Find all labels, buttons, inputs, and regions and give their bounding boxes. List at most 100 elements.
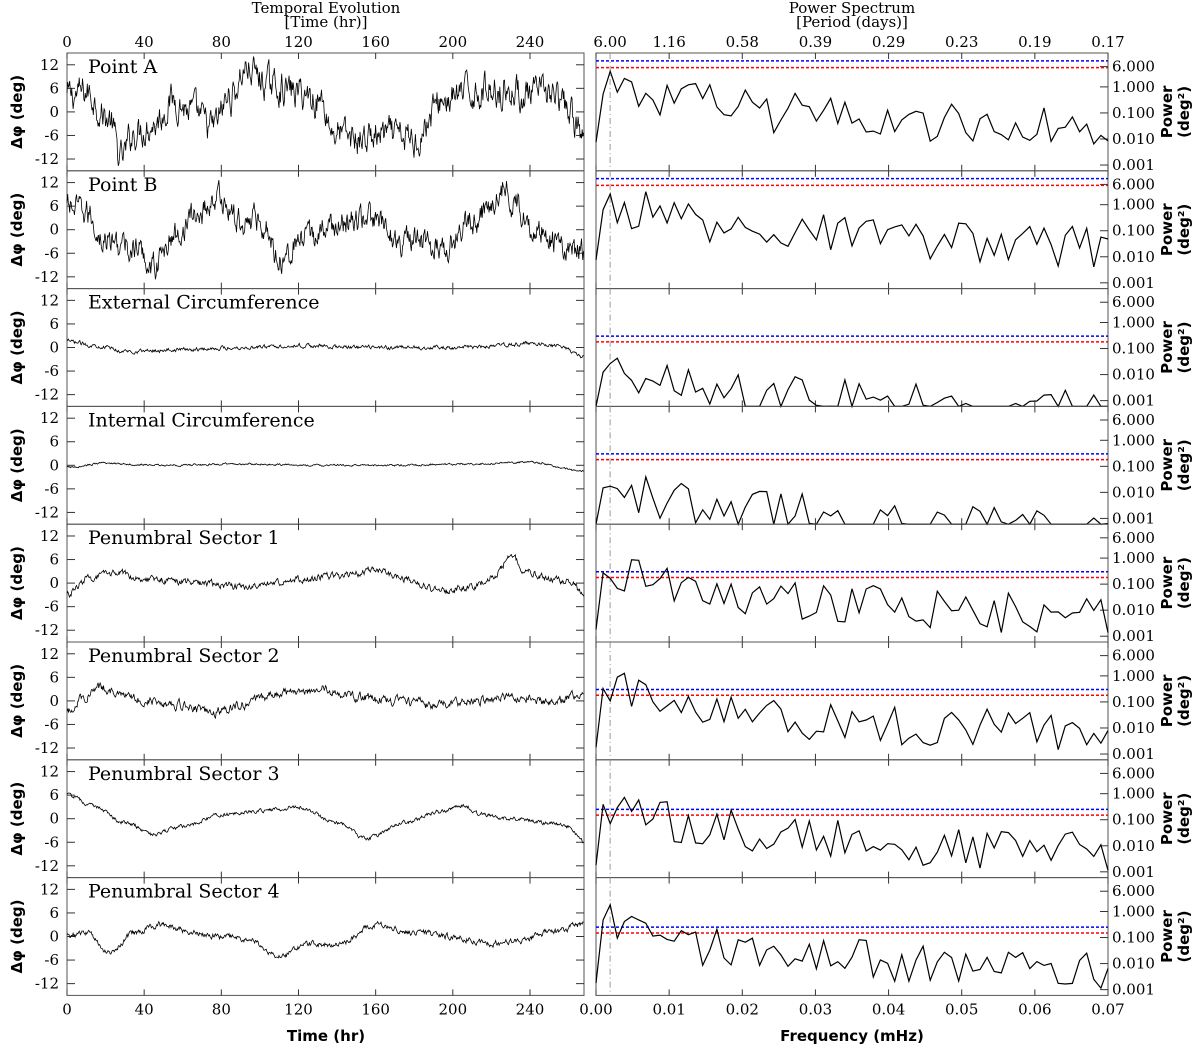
power-ytick-label: 1.000 [1112,667,1155,685]
power-ylabel: Power [1158,321,1176,374]
time-ytick-label: 12 [40,409,59,427]
time-ytick-label: -12 [35,503,59,521]
power-ytick-label: 0.100 [1112,222,1155,240]
time-ytick-label: 6 [49,668,59,686]
power-spectrum-line [595,902,1109,990]
left-title: Temporal Evolution [252,0,401,17]
time-xtick-label: 40 [135,1000,154,1018]
power-ytick-label: 1.000 [1112,785,1155,803]
time-series-line [66,553,584,599]
spectrum-panel-frame [595,52,1109,172]
time-xtick-label: 80 [212,1000,231,1018]
power-ylabel: Power [1158,203,1176,256]
power-ytick-label: 0.001 [1112,392,1155,410]
time-ytick-label: -6 [44,480,59,498]
time-series-line [66,338,584,359]
time-ytick-label: 0 [49,574,59,592]
power-spectrum-line [595,559,1109,633]
time-ytick-label: -6 [44,126,59,144]
time-top-tick-label: 240 [516,33,545,51]
panel-1: Point A 12 6 0 -6 -12 Δφ (deg) 6.000 1.000 0.100 0… [8,52,1193,174]
time-top-tick-label: 80 [212,33,231,51]
right-xlabel: Frequency (mHz) [780,1027,924,1045]
time-top-tick-label: 120 [284,33,313,51]
power-ylabel-unit: (deg²) [1175,439,1193,491]
time-top-tick-label: 40 [135,33,154,51]
panel-label: Penumbral Sector 2 [88,645,280,667]
time-ytick-label: 0 [49,339,59,357]
time-ytick-label: 12 [40,174,59,192]
period-tick-label: 0.19 [1018,33,1051,51]
period-tick-label: 0.58 [726,33,759,51]
power-ytick-label: 0.100 [1112,340,1155,358]
power-ytick-label: 6.000 [1112,58,1155,76]
freq-xtick-label: 0.04 [872,1000,905,1018]
time-ytick-label: 0 [49,456,59,474]
time-ytick-label: 12 [40,880,59,898]
power-ytick-label: 0.001 [1112,627,1155,645]
panel-label: Point B [88,174,157,196]
power-spectrum-line [595,672,1109,750]
power-ytick-label: 0.010 [1112,955,1155,973]
power-ylabel-unit: (deg²) [1175,322,1193,374]
power-spectrum-line [595,796,1109,871]
time-ytick-label: 0 [49,103,59,121]
power-ytick-label: 1.000 [1112,78,1155,96]
time-ytick-label: -12 [35,857,59,875]
time-ytick-label: -12 [35,621,59,639]
left-xlabel: Time (hr) [287,1027,365,1045]
power-ylabel-unit: (deg²) [1175,86,1193,138]
time-ytick-label: 6 [49,904,59,922]
panel-label: Penumbral Sector 1 [88,527,280,549]
time-ytick-label: -6 [44,598,59,616]
power-ytick-label: 6.000 [1112,175,1155,193]
time-ytick-label: 12 [40,645,59,663]
power-spectrum-line [595,474,1109,526]
time-ytick-label: 12 [40,527,59,545]
panel-5: Penumbral Sector 1 12 6 0 -6 -12 Δφ (deg) 6.000… [8,523,1193,645]
power-ytick-label: 6.000 [1112,647,1155,665]
power-ylabel-unit: (deg²) [1175,557,1193,609]
spectrum-panel-frame [595,877,1109,996]
power-ytick-label: 0.001 [1112,509,1155,527]
power-ytick-label: 1.000 [1112,313,1155,331]
power-spectrum-line [595,69,1109,146]
time-series-line [66,792,584,844]
time-ytick-label: 12 [40,763,59,781]
time-ytick-label: 0 [49,692,59,710]
power-ytick-label: 0.010 [1112,601,1155,619]
power-ytick-label: 6.000 [1112,529,1155,547]
power-ylabel: Power [1158,674,1176,727]
power-ylabel-unit: (deg²) [1175,204,1193,256]
time-ylabel: Δφ (deg) [8,664,26,738]
freq-xtick-label: 0.05 [945,1000,978,1018]
power-ytick-label: 0.100 [1112,104,1155,122]
power-ylabel-unit: (deg²) [1175,675,1193,727]
freq-xtick-label: 0.03 [799,1000,832,1018]
power-spectrum-line [595,191,1109,269]
power-ytick-label: 6.000 [1112,411,1155,429]
right-title: Power Spectrum [789,0,915,17]
power-ytick-label: 0.010 [1112,483,1155,501]
time-ylabel: Δφ (deg) [8,428,26,502]
power-ytick-label: 1.000 [1112,431,1155,449]
time-ytick-label: 6 [49,786,59,804]
power-ylabel: Power [1158,85,1176,138]
power-ytick-label: 0.001 [1112,981,1155,999]
freq-xtick-label: 0.07 [1091,1000,1124,1018]
time-ylabel: Δφ (deg) [8,546,26,620]
time-ytick-label: -6 [44,833,59,851]
panel-4: Internal Circumference 12 6 0 -6 -12 Δφ (deg) 6… [8,405,1193,527]
time-ylabel: Δφ (deg) [8,311,26,385]
time-ytick-label: 6 [49,433,59,451]
power-ytick-label: 1.000 [1112,902,1155,920]
power-ytick-label: 0.100 [1112,811,1155,829]
power-ytick-label: 0.001 [1112,274,1155,292]
time-xtick-label: 240 [516,1000,545,1018]
power-ytick-label: 6.000 [1112,882,1155,900]
time-ytick-label: 12 [40,291,59,309]
time-ytick-label: -12 [35,268,59,286]
time-ytick-label: 0 [49,810,59,828]
time-ylabel: Δφ (deg) [8,782,26,856]
